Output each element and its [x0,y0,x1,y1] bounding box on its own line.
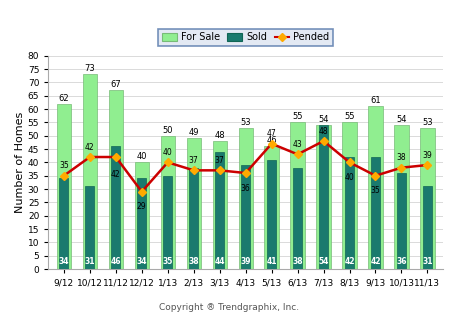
Bar [420,128,435,269]
Bar [239,128,253,269]
Text: 55: 55 [344,112,355,121]
Bar [319,125,328,269]
Text: 50: 50 [163,126,173,135]
Bar [85,186,94,269]
Y-axis label: Number of Homes: Number of Homes [15,112,25,213]
Text: 53: 53 [422,118,433,127]
Text: 40: 40 [136,152,147,161]
Bar [135,162,149,269]
Text: 40: 40 [344,173,354,182]
Text: 42: 42 [111,170,120,179]
Text: 38: 38 [397,153,406,162]
Text: 43: 43 [293,140,302,149]
Bar [394,125,409,269]
Bar [290,122,305,269]
Bar [186,138,201,269]
Bar [423,186,432,269]
Bar [343,122,357,269]
Text: 42: 42 [370,257,381,266]
Text: 35: 35 [59,161,69,170]
Text: 37: 37 [189,156,199,165]
Bar [213,141,227,269]
Bar [161,136,175,269]
Bar [316,125,331,269]
Text: 61: 61 [370,96,381,105]
Text: 40: 40 [163,148,173,157]
Bar [109,90,123,269]
Text: 54: 54 [318,257,329,266]
Bar [241,165,250,269]
Text: 34: 34 [59,257,69,266]
Text: 67: 67 [110,80,121,89]
Text: 42: 42 [85,143,95,152]
Text: 48: 48 [214,131,225,140]
Text: 29: 29 [137,202,147,211]
Text: 34: 34 [136,257,147,266]
Bar [215,152,224,269]
Bar [345,157,354,269]
Text: 49: 49 [189,128,199,137]
Bar [267,160,276,269]
Bar [397,173,406,269]
Text: 54: 54 [396,115,407,124]
Bar [137,178,146,269]
Bar [371,157,380,269]
Text: 31: 31 [422,257,433,266]
Text: 39: 39 [240,257,251,266]
Text: 54: 54 [318,115,329,124]
Text: 55: 55 [292,112,303,121]
Bar [264,146,279,269]
Text: 31: 31 [85,257,95,266]
Text: 62: 62 [59,94,69,103]
Bar [57,104,71,269]
Bar [189,168,198,269]
Text: 53: 53 [240,118,251,127]
Text: 35: 35 [163,257,173,266]
Text: 38: 38 [292,257,303,266]
Text: 46: 46 [110,257,121,266]
Text: 48: 48 [319,127,328,136]
Text: 47: 47 [267,129,277,138]
Bar [368,106,382,269]
Bar [111,146,120,269]
Text: 44: 44 [214,257,225,266]
Text: 41: 41 [267,257,277,266]
Text: 37: 37 [215,156,224,165]
Text: 39: 39 [423,151,432,160]
Text: 36: 36 [396,257,407,266]
Text: 46: 46 [266,136,277,145]
Bar [60,178,68,269]
Bar [83,74,97,269]
Text: Copyright ® Trendgraphix, Inc.: Copyright ® Trendgraphix, Inc. [159,303,299,312]
Text: 38: 38 [188,257,199,266]
Bar [293,168,302,269]
Text: 36: 36 [241,184,251,193]
Text: 73: 73 [84,64,95,73]
Text: 42: 42 [344,257,355,266]
Text: 35: 35 [371,186,380,195]
Bar [163,176,172,269]
Legend: For Sale, Sold, Pended: For Sale, Sold, Pended [158,28,333,46]
